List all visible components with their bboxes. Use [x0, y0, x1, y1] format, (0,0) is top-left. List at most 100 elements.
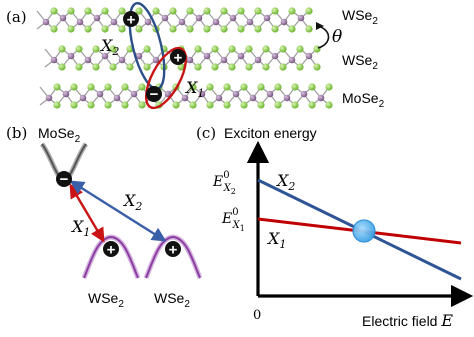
chalcogen-atom — [152, 7, 160, 15]
metal-atom — [101, 52, 109, 60]
metal-atom — [130, 90, 138, 98]
chalcogen-atom — [240, 83, 248, 91]
chalcogen-atom — [67, 25, 75, 33]
metal-atom — [283, 94, 291, 102]
chalcogen-atom — [75, 45, 83, 53]
chalcogen-atom — [288, 7, 296, 15]
metal-atom — [263, 14, 271, 22]
chalcogen-atom — [237, 25, 245, 33]
chalcogen-atom — [305, 25, 313, 33]
chalcogen-atom — [254, 25, 262, 33]
chalcogen-atom — [143, 45, 151, 53]
svg-text:+: + — [174, 50, 183, 67]
panel-b: (b) MoSe2 − + + X1 X2 WSe2 WSe2 — [6, 124, 203, 310]
chalcogen-atom — [70, 101, 78, 109]
chalcogen-atom — [118, 7, 126, 15]
chalcogen-atom — [186, 25, 194, 33]
chalcogen-atom — [92, 45, 100, 53]
chalcogen-atom — [220, 25, 228, 33]
svg-text:−: − — [60, 171, 69, 188]
chalcogen-atom — [104, 83, 112, 91]
chalcogen-atom — [325, 101, 333, 109]
x1-label-b: X1 — [70, 217, 90, 239]
chalcogen-atom — [274, 101, 282, 109]
metal-atom — [45, 94, 53, 102]
metal-atom — [237, 52, 245, 60]
metal-atom — [266, 90, 274, 98]
chalcogen-atom — [135, 25, 143, 33]
metal-atom — [152, 56, 160, 64]
chalcogen-atom — [325, 83, 333, 91]
chalcogen-atom — [262, 45, 270, 53]
metal-atom — [195, 14, 203, 22]
metal-atom — [84, 56, 92, 64]
chalcogen-atom — [203, 7, 211, 15]
metal-atom — [280, 18, 288, 26]
x1-line-label: X1 — [266, 229, 286, 251]
chalcogen-atom — [271, 7, 279, 15]
chalcogen-atom — [84, 25, 92, 33]
chalcogen-atom — [53, 83, 61, 91]
metal-atom — [135, 52, 143, 60]
valence-band-right — [145, 235, 201, 279]
chalcogen-atom — [75, 63, 83, 71]
chalcogen-atom — [189, 83, 197, 91]
chalcogen-atom — [121, 101, 129, 109]
layer-bottom-label: MoSe2 — [342, 90, 385, 110]
metal-atom — [186, 56, 194, 64]
chalcogen-atom — [228, 63, 236, 71]
metal-atom — [215, 94, 223, 102]
chalcogen-atom — [50, 25, 58, 33]
chalcogen-atom — [313, 45, 321, 53]
chalcogen-atom — [203, 25, 211, 33]
chalcogen-atom — [240, 101, 248, 109]
metal-atom — [161, 14, 169, 22]
chalcogen-atom — [87, 83, 95, 91]
metal-atom — [67, 52, 75, 60]
metal-atom — [198, 90, 206, 98]
chalcogen-atom — [84, 7, 92, 15]
chalcogen-atom — [109, 63, 117, 71]
svg-text:−: − — [150, 86, 159, 103]
chalcogen-atom — [172, 101, 180, 109]
hole-marker-top: + — [123, 11, 139, 29]
chalcogen-atom — [101, 7, 109, 15]
svg-text:+: + — [107, 242, 116, 259]
chalcogen-atom — [169, 25, 177, 33]
metal-atom — [96, 90, 104, 98]
chalcogen-atom — [58, 45, 66, 53]
svg-text:+: + — [169, 242, 178, 259]
x1-exciton-ellipse — [144, 46, 188, 110]
electron-marker-a: − — [146, 86, 162, 103]
chalcogen-atom — [305, 7, 313, 15]
metal-atom — [271, 52, 279, 60]
x1-label-a: X1 — [184, 78, 204, 100]
chalcogen-atom — [245, 63, 253, 71]
chalcogen-atom — [189, 101, 197, 109]
panel-a: (a) + + − X2 X1 θ WSe2 WSe2 MoSe2 — [6, 1, 385, 110]
chalcogen-atom — [274, 83, 282, 91]
chalcogen-atom — [271, 25, 279, 33]
chalcogen-atom — [291, 83, 299, 91]
chalcogen-atom — [186, 7, 194, 15]
chalcogen-atom — [291, 101, 299, 109]
chalcogen-atom — [245, 45, 253, 53]
panel-a-label: (a) — [6, 8, 27, 26]
electron-marker-b: − — [56, 171, 72, 188]
chalcogen-atom — [254, 7, 262, 15]
metal-atom — [144, 18, 152, 26]
chalcogen-atom — [53, 101, 61, 109]
chalcogen-atom — [228, 45, 236, 53]
layer-top — [36, 7, 313, 33]
metal-atom — [181, 94, 189, 102]
metal-atom — [288, 56, 296, 64]
x2-arrow — [69, 180, 167, 242]
metal-atom — [254, 56, 262, 64]
chalcogen-atom — [206, 83, 214, 91]
chalcogen-atom — [279, 63, 287, 71]
chalcogen-atom — [70, 83, 78, 91]
chalcogen-atom — [143, 63, 151, 71]
metal-atom — [93, 14, 101, 22]
chalcogen-atom — [169, 7, 177, 15]
panel-c-label: (c) — [196, 124, 216, 142]
